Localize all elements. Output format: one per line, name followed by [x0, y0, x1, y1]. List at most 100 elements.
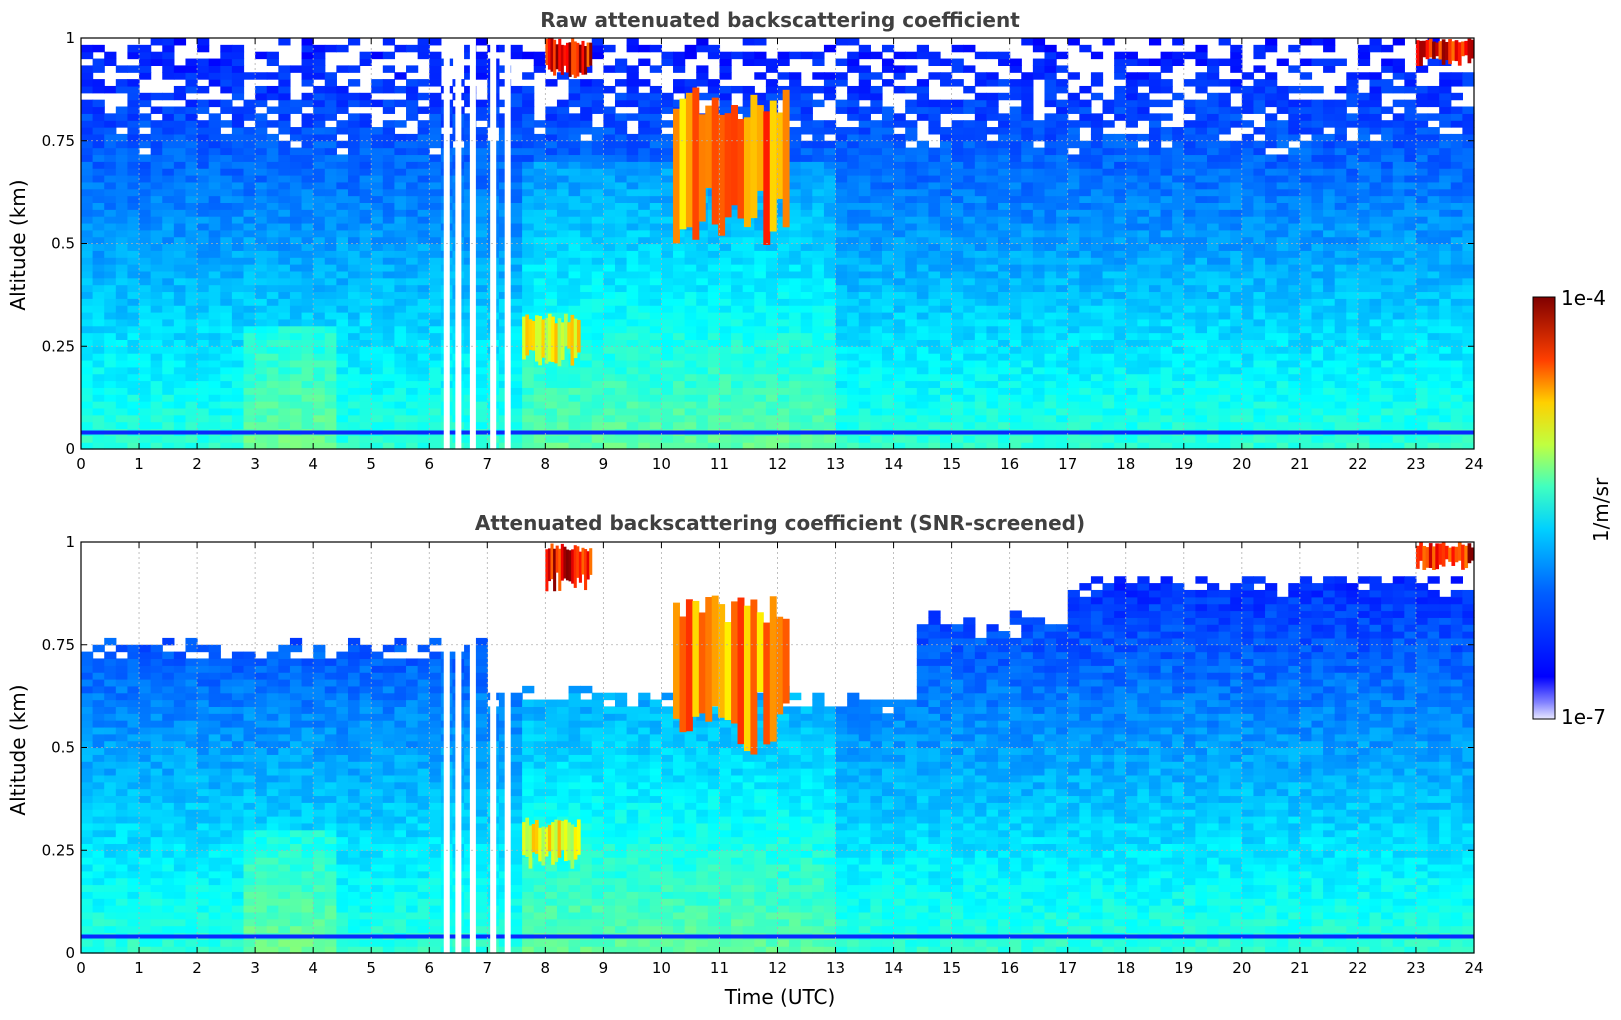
heat-cell: [429, 58, 442, 66]
heat-cell: [289, 202, 303, 210]
heat-cell: [127, 209, 140, 217]
heat-cell: [394, 407, 407, 416]
heat-cell: [324, 168, 337, 176]
heat-cell: [173, 222, 187, 231]
heat-cell: [626, 435, 639, 443]
heat-cell: [313, 147, 326, 156]
heat-cell: [382, 291, 396, 299]
heat-cell: [185, 209, 198, 217]
heat-cell: [731, 243, 744, 251]
heat-cell: [789, 346, 802, 354]
heat-cell: [475, 270, 488, 279]
heat-cell: [1102, 250, 1115, 258]
heat-cell: [754, 353, 767, 361]
heat-cell: [1056, 99, 1069, 108]
heat-cell: [347, 127, 361, 135]
heat-cell: [1067, 229, 1080, 238]
heat-cell: [522, 195, 535, 203]
heat-cell: [951, 318, 964, 327]
heat-cell: [638, 209, 651, 217]
heat-cell: [951, 202, 964, 210]
heat-cell: [185, 175, 198, 183]
heat-cell: [603, 284, 616, 293]
heat-cell: [1067, 359, 1080, 368]
heat-cell: [336, 421, 349, 430]
heat-cell: [417, 51, 430, 60]
heat-cell: [324, 236, 337, 245]
heat-cell: [394, 140, 407, 149]
heat-cell: [92, 209, 105, 217]
heat-cell: [661, 133, 674, 142]
heat-cell: [255, 92, 268, 101]
heat-cell: [614, 65, 628, 73]
heat-cell: [998, 366, 1011, 375]
heat-cell: [928, 250, 941, 258]
heat-cell: [881, 243, 895, 251]
heat-cell: [823, 305, 837, 313]
heat-cell: [1021, 133, 1034, 142]
heat-cell: [208, 243, 221, 251]
heat-cell: [197, 257, 210, 265]
heat-cell: [998, 353, 1011, 361]
heat-cell: [835, 435, 848, 443]
heat-cell: [870, 229, 883, 238]
heat-cell: [1044, 332, 1057, 340]
heat-cell: [92, 236, 105, 245]
heat-cell: [905, 366, 918, 375]
heat-cell: [336, 366, 349, 375]
heat-cell: [382, 264, 396, 272]
heat-cell: [371, 51, 384, 60]
heat-cell: [649, 325, 663, 334]
heat-cell: [104, 222, 117, 231]
heat-cell: [847, 442, 860, 450]
heat-cell: [115, 79, 129, 87]
heat-cell: [510, 236, 523, 245]
heat-cell: [371, 366, 384, 375]
heat-cell: [359, 305, 372, 313]
heat-cell: [1114, 65, 1127, 73]
heat-cell: [266, 161, 279, 169]
heat-cell: [638, 407, 651, 416]
heat-cell: [1114, 133, 1127, 142]
heat-cell: [197, 380, 210, 388]
heat-cell: [231, 401, 245, 409]
heat-cell: [522, 202, 535, 210]
heat-cell: [940, 140, 953, 149]
heat-cell: [835, 236, 848, 245]
heat-cell: [220, 435, 233, 443]
heat-cell: [371, 401, 384, 409]
heat-cell: [986, 277, 999, 286]
heat-cell: [417, 387, 430, 395]
heat-cell: [324, 79, 337, 87]
heat-cell: [81, 154, 94, 162]
heat-cell: [1090, 421, 1104, 430]
heat-cell: [986, 188, 999, 197]
heat-cell: [1056, 140, 1069, 149]
heat-cell: [1102, 291, 1115, 299]
heat-cell: [301, 305, 314, 313]
heat-cell: [823, 229, 837, 238]
heat-cell: [812, 120, 825, 128]
heat-cell: [1102, 380, 1115, 388]
heat-cell: [1044, 127, 1057, 135]
heat-cell: [1125, 147, 1138, 156]
heat-cell: [231, 65, 245, 73]
heat-cell: [127, 133, 140, 142]
heat-cell: [406, 394, 419, 402]
heat-cell: [835, 229, 848, 238]
heat-cell: [115, 133, 129, 142]
heat-cell: [940, 332, 953, 340]
heat-cell: [336, 181, 349, 190]
heat-cell: [371, 133, 384, 142]
heat-cell: [626, 92, 639, 101]
heat-cell: [313, 346, 326, 354]
heat-cell: [812, 257, 825, 265]
heat-cell: [951, 188, 964, 197]
heat-cell: [580, 318, 593, 327]
heat-cell: [406, 339, 419, 347]
heat-cell: [1044, 305, 1057, 313]
heat-cell: [847, 51, 860, 60]
heat-cell: [522, 298, 535, 306]
heat-cell: [359, 394, 372, 402]
heat-cell: [916, 353, 930, 361]
